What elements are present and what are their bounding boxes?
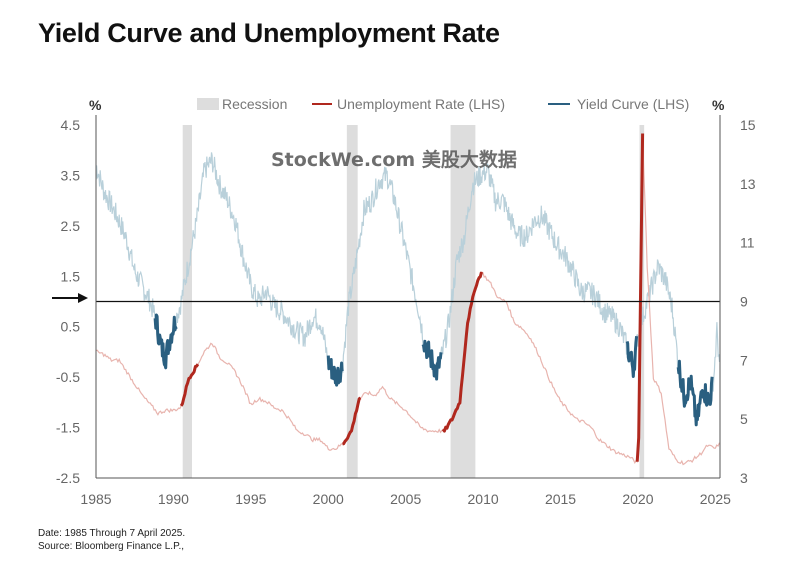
x-tick-label: 2025: [700, 491, 731, 507]
x-tick-label: 2000: [313, 491, 344, 507]
unemployment-highlight: [179, 363, 200, 407]
right-tick-label: 3: [740, 470, 748, 486]
x-tick-label: 1995: [235, 491, 266, 507]
left-tick-label: 3.5: [61, 167, 81, 183]
footer-date: Date: 1985 Through 7 April 2025.: [38, 528, 186, 539]
arrow-icon: [52, 293, 88, 303]
yield-curve-highlight: [421, 339, 443, 381]
yield-curve-highlight: [625, 336, 639, 378]
yield-curve-line: [95, 152, 721, 425]
left-tick-label: 4.5: [61, 117, 81, 133]
unemployment-highlight: [342, 396, 362, 446]
legend: Recession Unemployment Rate (LHS) Yield …: [197, 96, 689, 112]
right-tick-label: 13: [740, 176, 756, 192]
chart-title: Yield Curve and Unemployment Rate: [38, 18, 500, 48]
left-tick-label: -1.5: [56, 420, 80, 436]
unemployment-highlight: [635, 133, 645, 462]
right-tick-label: 9: [740, 294, 748, 310]
footer-source: Source: Bloomberg Finance L.P.,: [38, 541, 185, 552]
footer: Date: 1985 Through 7 April 2025. Source:…: [38, 527, 185, 553]
right-axis-unit: %: [712, 97, 725, 113]
right-tick-label: 5: [740, 411, 748, 427]
yield-curve-highlight: [153, 313, 178, 370]
left-axis-unit: %: [89, 97, 102, 113]
x-tick-label: 2020: [622, 491, 653, 507]
right-tick-label: 11: [740, 235, 755, 251]
legend-unemployment-label: Unemployment Rate (LHS): [337, 96, 505, 112]
yield-curve-highlight: [676, 359, 714, 427]
x-tick-label: 2010: [468, 491, 499, 507]
legend-yield-label: Yield Curve (LHS): [577, 96, 689, 112]
yield-curve-highlight: [326, 355, 344, 387]
legend-recession-swatch: [197, 98, 219, 110]
left-tick-label: -2.5: [56, 470, 80, 486]
left-tick-label: -0.5: [56, 369, 80, 385]
watermark: StockWe.com 美股大数据: [271, 148, 517, 171]
unemployment-line: [95, 133, 721, 466]
right-tick-label: 15: [740, 117, 756, 133]
x-tick-label: 2015: [545, 491, 576, 507]
x-tick-label: 1985: [80, 491, 111, 507]
x-tick-label: 2005: [390, 491, 421, 507]
legend-recession-label: Recession: [222, 96, 287, 112]
right-tick-label: 7: [740, 352, 748, 368]
unemployment-highlight: [441, 271, 483, 433]
left-tick-label: 1.5: [61, 268, 81, 284]
x-tick-label: 1990: [158, 491, 189, 507]
left-tick-label: 0.5: [61, 319, 81, 335]
left-tick-label: 2.5: [61, 218, 81, 234]
